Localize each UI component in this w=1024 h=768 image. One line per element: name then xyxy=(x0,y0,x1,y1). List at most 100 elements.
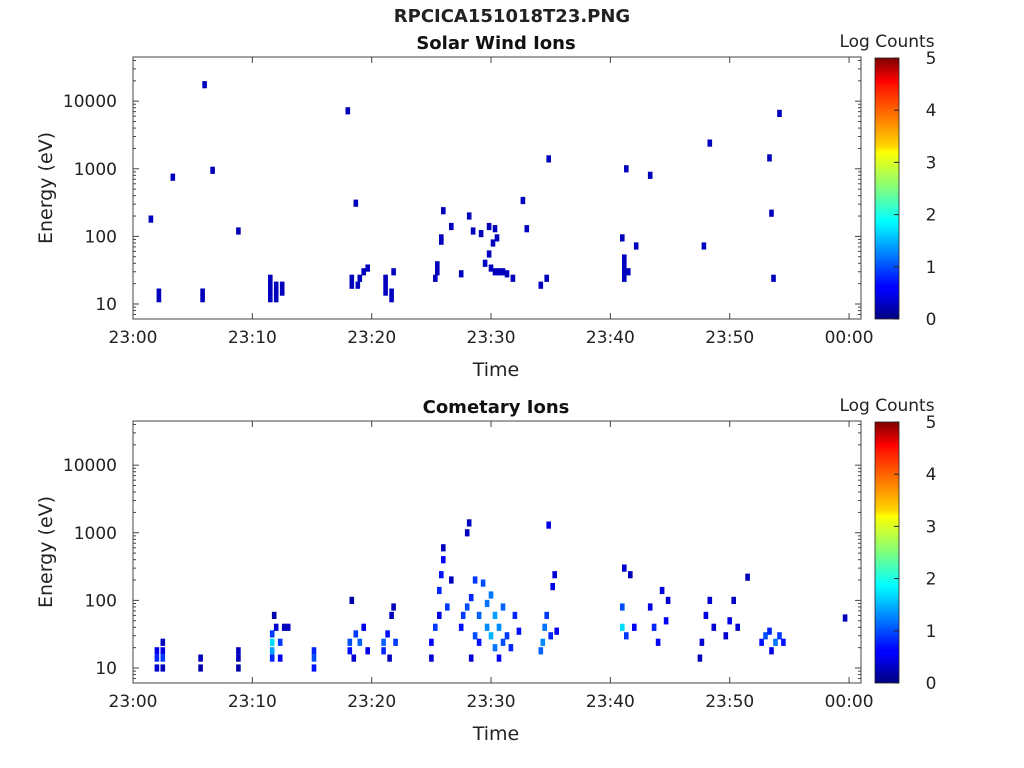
heatmap-cell xyxy=(767,627,772,635)
heatmap-cell xyxy=(484,599,490,608)
heatmap-cell xyxy=(703,611,709,619)
heatmap-cell xyxy=(552,571,557,579)
heatmap-cell xyxy=(154,664,160,672)
heatmap-cell xyxy=(699,638,705,646)
heatmap-cell xyxy=(633,242,639,250)
heatmap-cell xyxy=(655,638,661,646)
y-axis-label: Energy (eV) xyxy=(35,132,57,244)
heatmap-cell xyxy=(202,81,207,89)
heatmap-cell xyxy=(311,664,317,672)
heatmap-cell xyxy=(365,647,370,655)
colorbar-tick-label: 3 xyxy=(926,153,937,173)
heatmap-cell xyxy=(665,596,671,604)
heatmap-cell xyxy=(200,295,205,303)
heatmap-cell xyxy=(745,573,750,581)
heatmap-cell xyxy=(429,654,434,662)
heatmap-cell xyxy=(711,623,717,631)
heatmap-cell xyxy=(460,611,466,619)
colorbar-label: Log Counts xyxy=(839,32,934,52)
heatmap-cell xyxy=(468,594,474,602)
heatmap-cell xyxy=(351,654,357,662)
heatmap-cell xyxy=(554,627,559,635)
heatmap-cell xyxy=(236,647,241,655)
colorbar-tick-label: 1 xyxy=(926,258,937,278)
heatmap-cell xyxy=(773,638,778,646)
heatmap-cell xyxy=(490,239,496,247)
heatmap-cell xyxy=(484,623,490,631)
colorbar-tick-label: 4 xyxy=(926,101,937,121)
plot-frame xyxy=(132,420,862,684)
heatmap-cell xyxy=(435,261,440,269)
heatmap-cell xyxy=(466,212,472,220)
heatmap-cell xyxy=(433,623,438,631)
heatmap-cell xyxy=(777,632,782,640)
heatmap-cell xyxy=(651,623,657,631)
heatmap-cell xyxy=(200,288,205,296)
heatmap-cell xyxy=(731,596,736,604)
heatmap-cell xyxy=(160,654,166,662)
heatmap-cell xyxy=(842,614,848,622)
heatmap-cell xyxy=(439,234,444,242)
heatmap-cells xyxy=(154,519,848,672)
heatmap-cell xyxy=(520,196,526,205)
heatmap-cell xyxy=(383,274,388,282)
heatmap-cell xyxy=(349,274,355,282)
x-tick-label: 00:00 xyxy=(825,328,874,348)
colorbar-tick-label: 1 xyxy=(926,622,937,642)
heatmap-cell xyxy=(492,225,498,233)
heatmap-cell xyxy=(268,288,273,296)
heatmap-cell xyxy=(148,215,154,223)
colorbar-tick-label: 0 xyxy=(926,674,937,694)
heatmap-cell xyxy=(361,623,366,631)
heatmap-cell xyxy=(279,281,285,289)
y-axis: 10 100 1000 10000 xyxy=(63,423,861,684)
x-axis: 23:00 23:10 23:20 23:30 23:40 23:50 00:00 xyxy=(109,421,874,712)
colorbar-tick-label: 4 xyxy=(926,465,937,485)
x-tick-label: 23:40 xyxy=(586,692,635,712)
heatmap-cell xyxy=(769,647,774,655)
heatmap-cell xyxy=(198,664,203,672)
heatmap-cell xyxy=(277,654,283,662)
heatmap-cell xyxy=(389,288,394,296)
heatmap-cell xyxy=(285,623,291,631)
x-tick-label: 23:30 xyxy=(467,692,516,712)
y-tick-label: 100 xyxy=(85,591,117,611)
heatmap-cell xyxy=(624,165,629,173)
heatmap-cells xyxy=(148,81,782,303)
heatmap-cell xyxy=(777,109,782,117)
heatmap-cell xyxy=(504,632,510,640)
heatmap-cell xyxy=(486,222,492,231)
heatmap-cell xyxy=(707,139,713,147)
colorbar-label: Log Counts xyxy=(839,396,934,416)
heatmap-cell xyxy=(268,274,273,282)
x-axis-label: Time xyxy=(472,723,520,745)
heatmap-cell xyxy=(385,630,390,638)
heatmap-cell xyxy=(624,632,629,640)
heatmap-cell xyxy=(383,281,388,289)
heatmap-cell xyxy=(620,603,625,611)
colorbar xyxy=(874,57,900,320)
y-tick-label: 100 xyxy=(85,227,117,247)
x-tick-label: 23:00 xyxy=(109,692,158,712)
heatmap-cell xyxy=(273,623,279,631)
heatmap-cell xyxy=(626,268,631,276)
x-tick-label: 00:00 xyxy=(825,692,874,712)
heatmap-cell xyxy=(486,250,492,258)
y-axis: 10 100 1000 10000 xyxy=(63,59,861,320)
heatmap-cell xyxy=(279,288,285,296)
heatmap-cell xyxy=(492,268,498,276)
heatmap-cell xyxy=(496,654,502,662)
heatmap-cell xyxy=(449,222,454,231)
heatmap-cell xyxy=(622,274,627,282)
heatmap-cell xyxy=(464,529,470,537)
heatmap-cell xyxy=(659,586,665,595)
heatmap-cell xyxy=(769,209,774,217)
heatmap-cell xyxy=(727,617,732,625)
heatmap-cell xyxy=(389,295,394,303)
y-tick-label: 1000 xyxy=(74,160,117,180)
heatmap-cell xyxy=(170,173,176,181)
heatmap-cell xyxy=(488,632,494,640)
figure-title: RPCICA151018T23.PNG xyxy=(393,6,631,27)
heatmap-cell xyxy=(508,644,514,652)
heatmap-cell xyxy=(347,647,353,655)
